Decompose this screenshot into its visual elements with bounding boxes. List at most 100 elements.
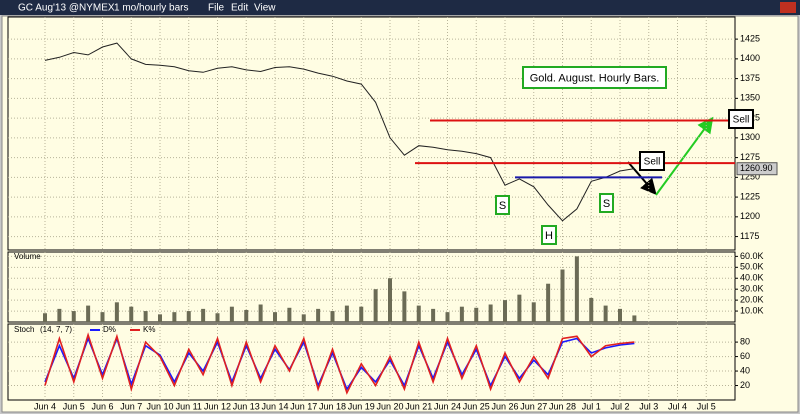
volume-bar <box>488 304 493 322</box>
annotation-text: Gold. August. Hourly Bars. <box>530 72 660 84</box>
x-tick-label: Jun 25 <box>463 401 490 411</box>
volume-bar <box>172 312 177 322</box>
x-tick-label: Jun 20 <box>376 401 403 411</box>
volume-bar <box>416 305 421 322</box>
x-tick-label: Jun 18 <box>319 401 346 411</box>
volume-bar <box>632 315 637 322</box>
panel-title: Stoch <box>14 325 34 334</box>
volume-bar <box>158 314 162 322</box>
volume-bar <box>388 278 392 322</box>
x-tick-label: Jun 27 <box>520 401 547 411</box>
menu-item[interactable]: Edit <box>231 3 248 14</box>
x-tick-label: Jun 21 <box>405 401 432 411</box>
volume-bar <box>114 302 119 322</box>
menu-item[interactable]: View <box>254 3 276 14</box>
volume-panel <box>7 251 736 323</box>
series-line <box>44 42 635 222</box>
volume-bar <box>344 305 349 322</box>
y-tick-label: 1225 <box>740 191 760 201</box>
x-tick-label: Jul 4 <box>668 401 687 411</box>
x-tick-label: Jun 28 <box>549 401 576 411</box>
price-panel <box>7 16 736 251</box>
volume-bar <box>503 300 507 322</box>
y-tick-label: 40.0K <box>740 273 764 283</box>
annotation-box <box>728 109 754 129</box>
x-tick-label: Jun 13 <box>233 401 260 411</box>
x-tick-label: Jul 1 <box>582 401 601 411</box>
y-tick-label: 1425 <box>740 33 760 43</box>
x-tick-label: Jun 14 <box>261 401 288 411</box>
volume-bar <box>431 308 436 322</box>
x-tick-label: Jun 19 <box>348 401 375 411</box>
x-tick-label: Jul 3 <box>639 401 658 411</box>
panel-title: Volume <box>14 252 41 261</box>
y-tick-label: 80 <box>740 336 750 346</box>
stoch-panel <box>7 323 736 401</box>
volume-bar <box>273 312 277 322</box>
annotation-box <box>495 195 510 215</box>
volume-bar <box>560 269 565 322</box>
x-tick-label: Jun 24 <box>434 401 461 411</box>
y-tick-label: 1375 <box>740 73 760 83</box>
volume-bar <box>244 309 249 322</box>
volume-bar <box>402 291 407 322</box>
x-tick-label: Jun 26 <box>491 401 518 411</box>
period[interactable]: 1 mo/hourly bars <box>114 3 188 14</box>
volume-bar <box>201 308 206 322</box>
y-tick-label: 60.0K <box>740 251 764 261</box>
annotation-box <box>599 193 614 213</box>
volume-bar <box>129 306 134 322</box>
volume-bar <box>71 311 76 322</box>
volume-bar <box>330 311 335 322</box>
y-tick-label: 1350 <box>740 93 760 103</box>
y-tick-label: 1175 <box>740 231 759 241</box>
volume-bar <box>316 308 321 322</box>
x-tick-label: Jul 2 <box>610 401 629 411</box>
volume-bar <box>618 308 622 322</box>
menu-item[interactable]: File <box>208 3 225 14</box>
volume-bar <box>459 306 464 322</box>
annotation-text: Sell <box>644 157 661 168</box>
volume-bar <box>57 308 62 322</box>
y-tick-label: 1275 <box>740 152 760 162</box>
volume-bar <box>574 256 579 322</box>
annotation-text: S <box>603 198 610 210</box>
y-tick-label: 20 <box>740 380 750 390</box>
volume-bar <box>186 311 191 322</box>
y-tick-label: 1250 <box>740 172 760 182</box>
annotation-text: Sell <box>733 115 750 126</box>
x-tick-label: Jun 10 <box>146 401 173 411</box>
volume-bar <box>373 289 378 322</box>
y-tick-label: 10.0K <box>740 305 764 315</box>
legend-label[interactable]: D% <box>103 325 116 334</box>
y-tick-label: 1300 <box>740 132 760 142</box>
close-button[interactable] <box>780 2 796 13</box>
symbol[interactable]: GC Aug'13 @NYMEX <box>18 3 115 14</box>
y-tick-label: 50.0K <box>740 262 764 272</box>
x-tick-label: Jun 6 <box>91 401 113 411</box>
toolbar <box>0 0 800 15</box>
legend-label[interactable]: K% <box>143 325 155 334</box>
volume-bar <box>287 307 292 322</box>
panel-subtitle: (14, 7, 7) <box>40 325 72 334</box>
x-tick-label: Jun 11 <box>176 401 202 411</box>
y-tick-label: 1400 <box>740 53 760 63</box>
volume-bar <box>43 313 47 322</box>
y-tick-label: 1200 <box>740 211 760 221</box>
volume-bar <box>258 304 263 322</box>
y-tick-label: 20.0K <box>740 295 764 305</box>
volume-bar <box>474 307 479 322</box>
volume-bar <box>143 311 148 322</box>
volume-bar <box>86 305 91 322</box>
series-line <box>44 332 635 395</box>
volume-bar <box>359 306 364 322</box>
last-price-box <box>736 162 778 176</box>
annotation-text: S <box>499 200 506 212</box>
volume-bar <box>546 283 551 322</box>
x-tick-label: Jul 5 <box>697 401 716 411</box>
volume-bar <box>589 297 594 322</box>
annotation-box <box>639 151 665 171</box>
x-tick-label: Jun 17 <box>290 401 317 411</box>
